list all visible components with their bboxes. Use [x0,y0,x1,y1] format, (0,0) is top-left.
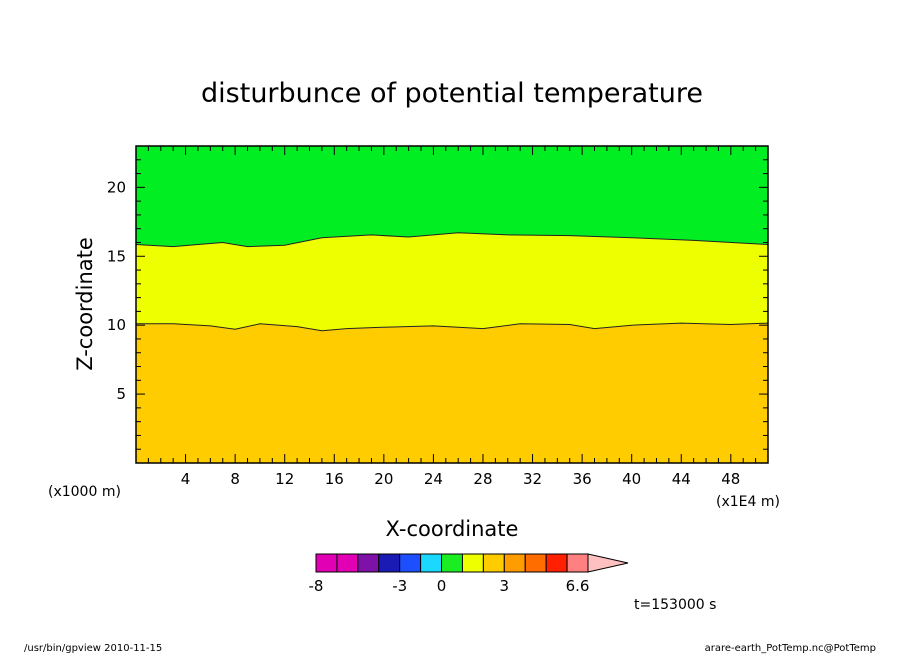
x-tick-label: 20 [374,470,393,488]
region-0to1 [136,323,768,463]
region-1to2 [136,232,768,331]
x-tick-label: 16 [325,470,344,488]
colorbar-cell [503,553,526,573]
contour-line-lower [136,322,769,332]
footer-right: arare-earth_PotTemp.nc@PotTemp [705,643,876,654]
x-tick-label: 44 [672,470,691,488]
time-label: t=153000 s [634,597,716,613]
x-tick-label: 12 [275,470,294,488]
colorbar-cell [461,553,484,573]
y-tick-label: 20 [107,178,126,196]
colorbar-label: 0 [437,577,447,595]
x-unit-right: (x1E4 m) [716,494,780,510]
region--1to0 [136,146,768,247]
chart-title: disturbunce of potential temperature [201,78,703,109]
x-tick-label: 4 [181,470,191,488]
y-tick-label: 5 [116,385,126,403]
colorbar-label: -8 [309,577,324,595]
x-tick-label: 40 [622,470,641,488]
colorbar-label: -3 [392,577,407,595]
x-tick-label: 36 [573,470,592,488]
x-unit-left: (x1000 m) [48,484,121,500]
colorbar-cell [399,553,422,573]
colorbar-cell [420,553,443,573]
footer-left: /usr/bin/gpview 2010-11-15 [24,643,162,654]
y-tick-label: 10 [107,316,126,334]
colorbar-cell [566,553,589,573]
x-axis-label: X-coordinate [386,517,519,541]
x-tick-label: 48 [721,470,740,488]
colorbar-cell [482,553,505,573]
plot-frame [135,145,769,464]
y-tick-label: 15 [107,247,126,265]
colorbar-cell [336,553,359,573]
colorbar: -8 -3 0 3 6.6 [309,553,629,595]
colorbar-cell [545,553,568,573]
x-tick-label: 32 [523,470,542,488]
colorbar-cell [524,553,547,573]
colorbar-cell [441,553,463,573]
colorbar-cell [357,553,380,573]
x-tick-label: 24 [424,470,443,488]
y-axis-label: Z-coordinate [73,237,97,371]
colorbar-cell [378,553,401,573]
colorbar-label: 6.6 [566,577,590,595]
x-tick-label: 28 [473,470,492,488]
colorbar-cell [316,554,337,572]
colorbar-arrow [587,553,629,573]
x-tick-label: 8 [230,470,240,488]
contour-line-upper [135,232,769,248]
colorbar-label: 3 [500,577,510,595]
